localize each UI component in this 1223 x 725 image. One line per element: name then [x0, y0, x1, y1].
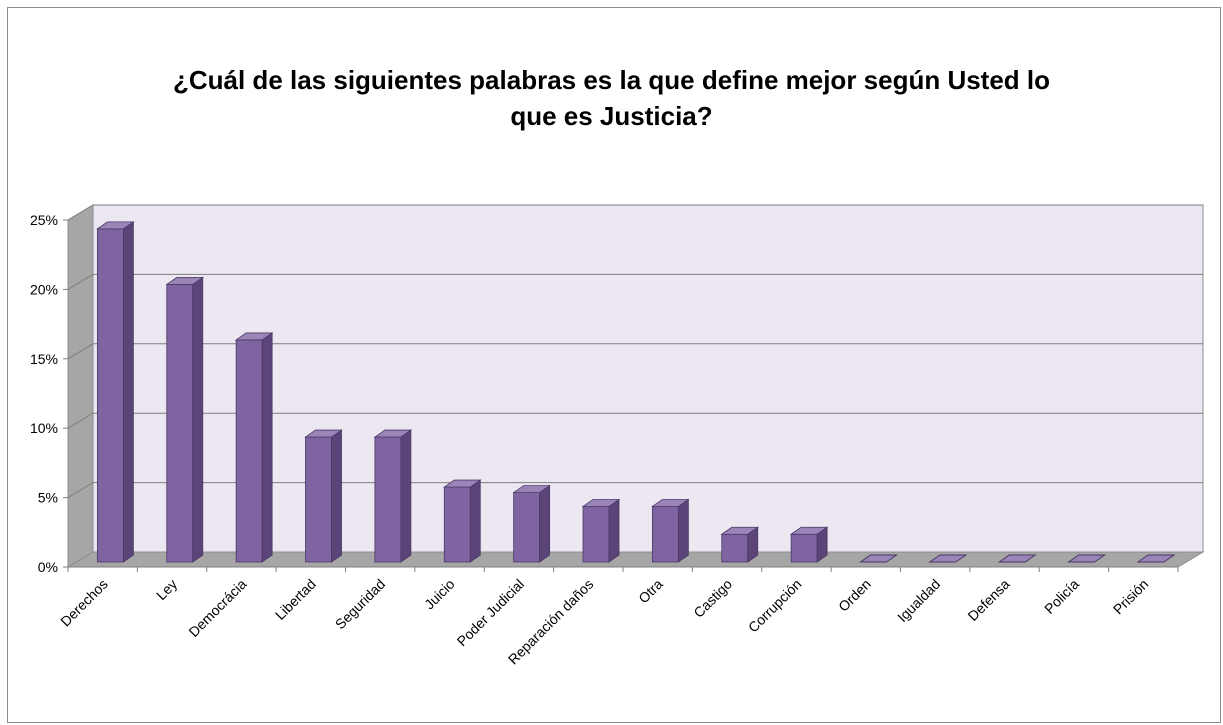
bar-front: [374, 436, 402, 563]
bar-side: [122, 221, 134, 563]
bar-side: [677, 498, 689, 563]
bar: [1136, 554, 1176, 563]
x-tick-label: Juicio: [421, 576, 458, 613]
x-tick-label: Igualdad: [894, 576, 943, 625]
x-tick-label: Castigo: [690, 576, 735, 621]
y-tick-label: 20%: [30, 281, 58, 297]
bar-top: [373, 429, 413, 438]
bar-top: [304, 429, 343, 438]
bar-side: [331, 429, 342, 563]
bar-top: [234, 332, 274, 341]
bar-front: [305, 436, 332, 563]
x-tick-label: Defensa: [964, 576, 1012, 624]
bar: [651, 498, 690, 563]
bar: [96, 221, 135, 563]
bar-side: [469, 479, 481, 563]
side-wall: [67, 204, 94, 568]
bar-front: [790, 533, 818, 563]
x-tick-label: Poder Judicial: [454, 576, 527, 649]
y-tick-label: 5%: [38, 490, 58, 506]
x-tick-label: Seguridad: [332, 576, 388, 632]
x-tick-label: Orden: [835, 576, 874, 615]
bar-top: [651, 499, 690, 507]
y-tick-label: 0%: [38, 559, 58, 575]
bar-front: [651, 506, 679, 563]
bar-front: [443, 486, 471, 563]
bar: [720, 526, 760, 563]
bar: [581, 498, 621, 563]
bar-front: [235, 339, 263, 563]
bar: [512, 484, 551, 563]
bar-front: [721, 533, 749, 563]
bar: [858, 554, 899, 563]
bar-front: [96, 228, 124, 563]
bar: [1067, 554, 1107, 563]
bar: [304, 429, 343, 563]
bar: [997, 554, 1037, 563]
gridline: [67, 412, 1203, 429]
x-tick-label: Libertad: [272, 576, 319, 623]
bar: [234, 332, 274, 563]
bar-top: [789, 526, 829, 535]
x-tick-label: Corrupción: [745, 576, 805, 636]
chart-title-line-1: ¿Cuál de las siguientes palabras es la q…: [172, 65, 1051, 95]
bar-top: [96, 221, 135, 230]
bar-front: [166, 283, 194, 563]
x-tick-label: Democrácia: [185, 576, 249, 640]
x-tick-label: Derechos: [57, 576, 111, 630]
bar: [789, 526, 829, 563]
gridline: [67, 204, 1203, 221]
gridline: [67, 482, 1203, 499]
y-tick-label: 25%: [30, 212, 58, 228]
x-tick-label: Ley: [153, 576, 180, 603]
bar: [165, 276, 205, 563]
x-tick-label: Policía: [1041, 576, 1082, 617]
back-wall: [92, 204, 1204, 553]
bar-side: [608, 498, 620, 563]
chart-title-line-2: que es Justicia?: [510, 101, 713, 131]
bar-top: [581, 499, 621, 507]
bar-top: [858, 554, 899, 563]
chart-title: ¿Cuál de las siguientes palabras es la q…: [0, 62, 1223, 134]
bar-top: [1067, 554, 1107, 563]
y-tick-label: 15%: [30, 351, 58, 367]
y-tick-label: 10%: [30, 420, 58, 436]
bar-top: [165, 276, 205, 285]
bar: [442, 479, 482, 563]
gridline: [67, 273, 1203, 290]
bar-front: [513, 492, 541, 563]
bar: [373, 429, 413, 563]
bar-side: [192, 276, 204, 563]
bar-top: [1136, 554, 1176, 563]
bar-front: [582, 506, 610, 563]
bar-top: [928, 554, 968, 563]
gridline: [67, 343, 1203, 360]
bar-side: [539, 484, 551, 563]
bar-side: [261, 332, 273, 563]
bar: [928, 554, 968, 563]
x-tick-label: Prisión: [1110, 576, 1152, 618]
bar-top: [720, 526, 760, 535]
bar-top: [442, 479, 482, 488]
bar-top: [512, 485, 551, 494]
x-tick-label: Otra: [635, 576, 666, 607]
bar-side: [400, 429, 412, 563]
bar-top: [997, 554, 1037, 563]
